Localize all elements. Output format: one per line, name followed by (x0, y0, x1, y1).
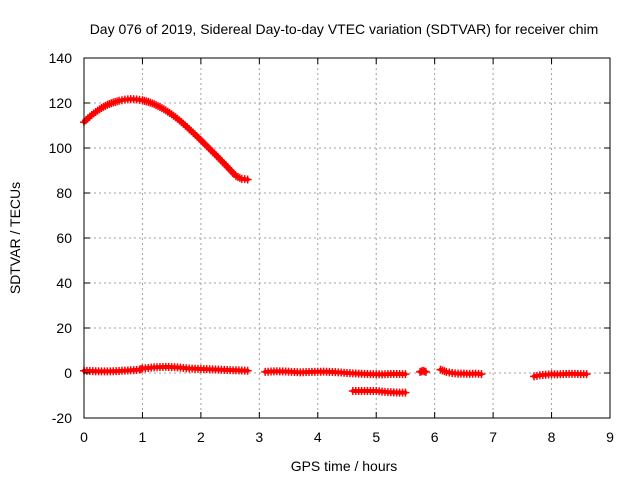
y-tick-label: 140 (49, 50, 73, 66)
y-tick-label: 80 (56, 185, 72, 201)
y-tick-label: -20 (52, 410, 72, 426)
y-tick-label: 120 (49, 95, 73, 111)
y-tick-label: 0 (64, 365, 72, 381)
series-arc-5 (416, 366, 430, 376)
data-point (477, 370, 486, 379)
series-arc-7 (530, 369, 591, 381)
axis-ticks: 0 1 2 3 4 5 6 7 8 9 -20 0 20 40 60 80 100 120 140 (49, 50, 614, 445)
series-arc-1 (80, 95, 252, 184)
x-axis-label: GPS time / hours (291, 458, 398, 474)
x-tick-label: 8 (548, 429, 556, 445)
x-tick-label: 1 (139, 429, 147, 445)
x-tick-label: 9 (606, 429, 614, 445)
chart-title: Day 076 of 2019, Sidereal Day-to-day VTE… (90, 21, 599, 37)
data-point (243, 175, 252, 184)
data-point (421, 367, 430, 376)
data-point (401, 370, 410, 379)
data-series (80, 95, 591, 397)
series-arc-4 (348, 387, 410, 397)
x-tick-label: 3 (255, 429, 263, 445)
y-tick-label: 100 (49, 140, 73, 156)
y-tick-label: 20 (56, 320, 72, 336)
data-point (243, 366, 252, 375)
x-tick-label: 0 (80, 429, 88, 445)
y-tick-label: 60 (56, 230, 72, 246)
grid (84, 58, 610, 418)
y-tick-label: 40 (56, 275, 72, 291)
series-arc-6 (436, 365, 486, 379)
x-tick-label: 6 (431, 429, 439, 445)
data-point (401, 388, 410, 397)
x-tick-label: 4 (314, 429, 322, 445)
data-point (582, 370, 591, 379)
x-tick-label: 5 (372, 429, 380, 445)
x-tick-label: 7 (489, 429, 497, 445)
series-arc-3 (261, 367, 410, 379)
y-axis-label: SDTVAR / TECUs (7, 182, 23, 294)
x-tick-label: 2 (197, 429, 205, 445)
series-arc-2 (80, 362, 252, 376)
